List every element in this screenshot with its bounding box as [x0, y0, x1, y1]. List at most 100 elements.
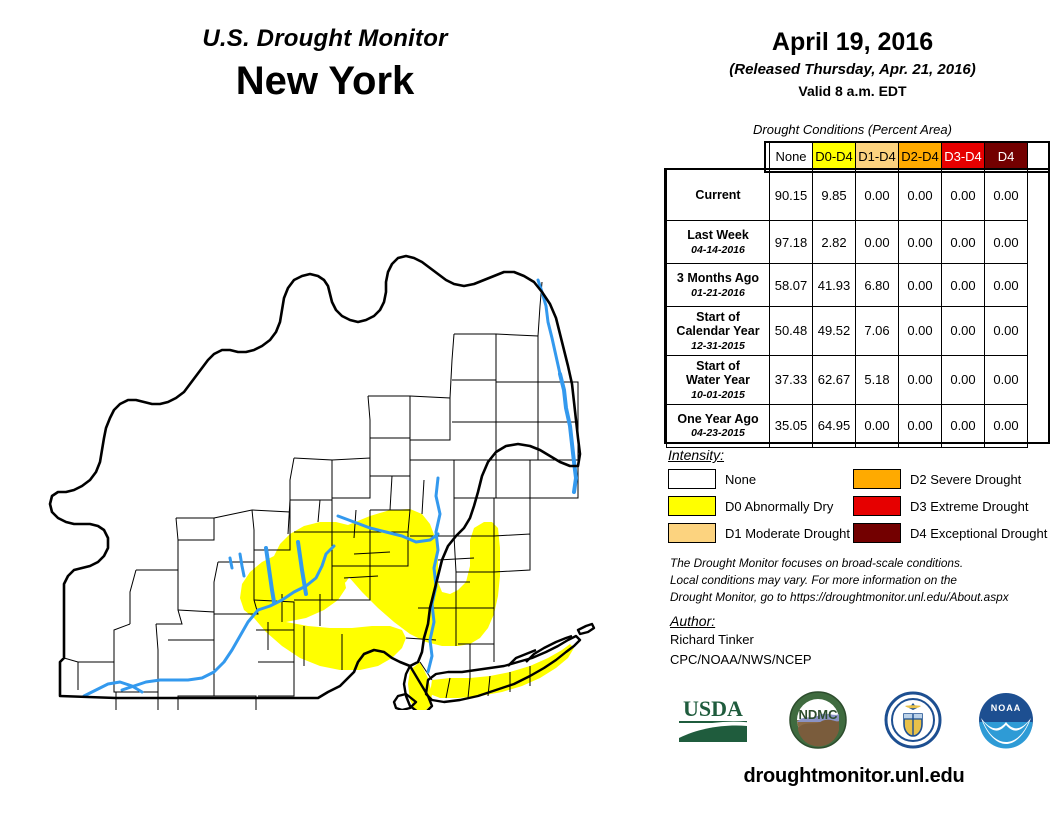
row-label-one-year-ago: One Year Ago 04-23-2015	[666, 403, 770, 448]
row-label-current: Current	[666, 169, 770, 221]
rivers-and-lakes	[82, 278, 578, 698]
new-york-drought-map	[18, 210, 648, 710]
cell-oneyear-d0d4: 64.95	[812, 403, 856, 448]
legend-item-d0: D0 Abnormally Dry	[668, 496, 853, 516]
row-label-text: Last Week	[687, 228, 749, 243]
cell-3months-d3d4: 0.00	[941, 263, 985, 307]
map-layers	[48, 254, 596, 710]
svg-text:NOAA: NOAA	[991, 703, 1022, 713]
cell-wateryear-d0d4: 62.67	[812, 354, 856, 405]
cell-current-none: 90.15	[769, 169, 813, 221]
report-valid-time: Valid 8 a.m. EDT	[798, 83, 907, 100]
legend-item-d4: D4 Exceptional Drought	[853, 523, 1047, 543]
legend-label-none: None	[725, 471, 757, 487]
row-label-text: Current	[695, 187, 741, 202]
report-released: (Released Thursday, Apr. 21, 2016)	[729, 60, 976, 78]
legend-swatch-d0	[668, 496, 716, 516]
row-label-3-months-ago: 3 Months Ago 01-21-2016	[666, 263, 770, 307]
cell-current-d0d4: 9.85	[812, 169, 856, 221]
cell-calyear-d2d4: 0.00	[898, 306, 942, 356]
cell-3months-d0d4: 41.93	[812, 263, 856, 307]
legend-label-d4: D4 Exceptional Drought	[910, 525, 1048, 541]
row-label-date: 01-21-2016	[691, 286, 745, 299]
cell-lastweek-d2d4: 0.00	[898, 220, 942, 264]
cell-lastweek-d3d4: 0.00	[941, 220, 985, 264]
table-corner-cell	[667, 143, 770, 170]
state-outline	[48, 254, 582, 700]
cell-wateryear-d2d4: 0.00	[898, 354, 942, 405]
cell-current-d1d4: 0.00	[855, 169, 899, 221]
cell-current-d2d4: 0.00	[898, 169, 942, 221]
row-label-text: 3 Months Ago	[676, 271, 760, 286]
cell-wateryear-d1d4: 5.18	[855, 354, 899, 405]
cell-wateryear-none: 37.33	[769, 354, 813, 405]
program-title: U.S. Drought Monitor	[202, 25, 448, 52]
cell-lastweek-none: 97.18	[769, 220, 813, 264]
row-label-text: Start of Calendar Year	[676, 310, 760, 339]
intensity-legend: Intensity: None D2 Severe Drought D0 Abn…	[668, 447, 1048, 543]
column-header-d0-d4: D0-D4	[812, 142, 856, 170]
cell-oneyear-d3d4: 0.00	[941, 403, 985, 448]
column-header-d1-d4: D1-D4	[855, 142, 899, 170]
row-label-date: 10-01-2015	[691, 388, 745, 401]
legend-swatch-d1	[668, 523, 716, 543]
cell-calyear-d4: 0.00	[984, 306, 1028, 356]
row-label-text: One Year Ago	[677, 411, 759, 426]
cell-calyear-none: 50.48	[769, 306, 813, 356]
table-row: Start of Water Year 10-01-2015 37.33 62.…	[666, 354, 1028, 405]
report-header: April 19, 2016 (Released Thursday, Apr. …	[655, 28, 1050, 100]
cell-wateryear-d4: 0.00	[984, 354, 1028, 405]
legend-item-d2: D2 Severe Drought	[853, 469, 1038, 489]
map-title-block: U.S. Drought Monitor New York	[0, 25, 650, 104]
cell-lastweek-d4: 0.00	[984, 220, 1028, 264]
usda-logo: USDA	[673, 692, 753, 753]
legend-swatch-d3	[853, 496, 901, 516]
row-label-last-week: Last Week 04-14-2016	[666, 220, 770, 264]
table-caption: Drought Conditions (Percent Area)	[753, 122, 952, 137]
cell-oneyear-d1d4: 0.00	[855, 403, 899, 448]
usdc-seal	[884, 691, 942, 754]
cell-calyear-d1d4: 7.06	[855, 306, 899, 356]
cell-oneyear-d2d4: 0.00	[898, 403, 942, 448]
cell-current-d4: 0.00	[984, 169, 1028, 221]
cell-calyear-d3d4: 0.00	[941, 306, 985, 356]
long-island-outline	[392, 622, 596, 710]
row-label-text: Start of Water Year	[686, 358, 750, 388]
table-row: Start of Calendar Year 12-31-2015 50.48 …	[666, 306, 1028, 356]
report-date: April 19, 2016	[771, 28, 934, 56]
cell-3months-d4: 0.00	[984, 263, 1028, 307]
cell-3months-d2d4: 0.00	[898, 263, 942, 307]
row-label-date: 04-23-2015	[691, 427, 745, 440]
state-title: New York	[235, 59, 415, 104]
disclaimer-line-3: Drought Monitor, go to https://droughtmo…	[670, 590, 1009, 605]
table-row: 3 Months Ago 01-21-2016 58.07 41.93 6.80…	[666, 263, 1028, 307]
cell-calyear-d0d4: 49.52	[812, 306, 856, 356]
row-label-date: 12-31-2015	[691, 339, 745, 352]
column-header-d3-d4: D3-D4	[941, 142, 985, 170]
svg-text:NDMC: NDMC	[799, 707, 839, 722]
column-header-d4: D4	[984, 142, 1028, 170]
svg-text:USDA: USDA	[683, 696, 743, 721]
row-label-start-water-year: Start of Water Year 10-01-2015	[666, 354, 770, 405]
cell-3months-none: 58.07	[769, 263, 813, 307]
noaa-logo: NOAA	[977, 691, 1035, 754]
cell-current-d3d4: 0.00	[941, 169, 985, 221]
row-label-date: 04-14-2016	[691, 243, 745, 256]
legend-swatch-d2	[853, 469, 901, 489]
d0-drought-area	[240, 509, 500, 670]
author-heading: Author:	[670, 613, 716, 629]
website-url: droughtmonitor.unl.edu	[743, 765, 965, 787]
cell-wateryear-d3d4: 0.00	[941, 354, 985, 405]
legend-label-d3: D3 Extreme Drought	[910, 498, 1029, 514]
disclaimer-text: The Drought Monitor focuses on broad-sca…	[670, 555, 1050, 606]
table-row: Current 90.15 9.85 0.00 0.00 0.00 0.00	[666, 169, 1028, 221]
cell-lastweek-d0d4: 2.82	[812, 220, 856, 264]
column-header-none: None	[769, 142, 813, 170]
legend-swatch-none	[668, 469, 716, 489]
drought-conditions-table: None D0-D4 D1-D4 D2-D4 D3-D4 D4 Current …	[666, 142, 1028, 448]
legend-label-d1: D1 Moderate Drought	[725, 525, 851, 541]
column-header-d2-d4: D2-D4	[898, 142, 942, 170]
author-affiliation: CPC/NOAA/NWS/NCEP	[670, 652, 812, 668]
legend-item-d1: D1 Moderate Drought	[668, 523, 853, 543]
